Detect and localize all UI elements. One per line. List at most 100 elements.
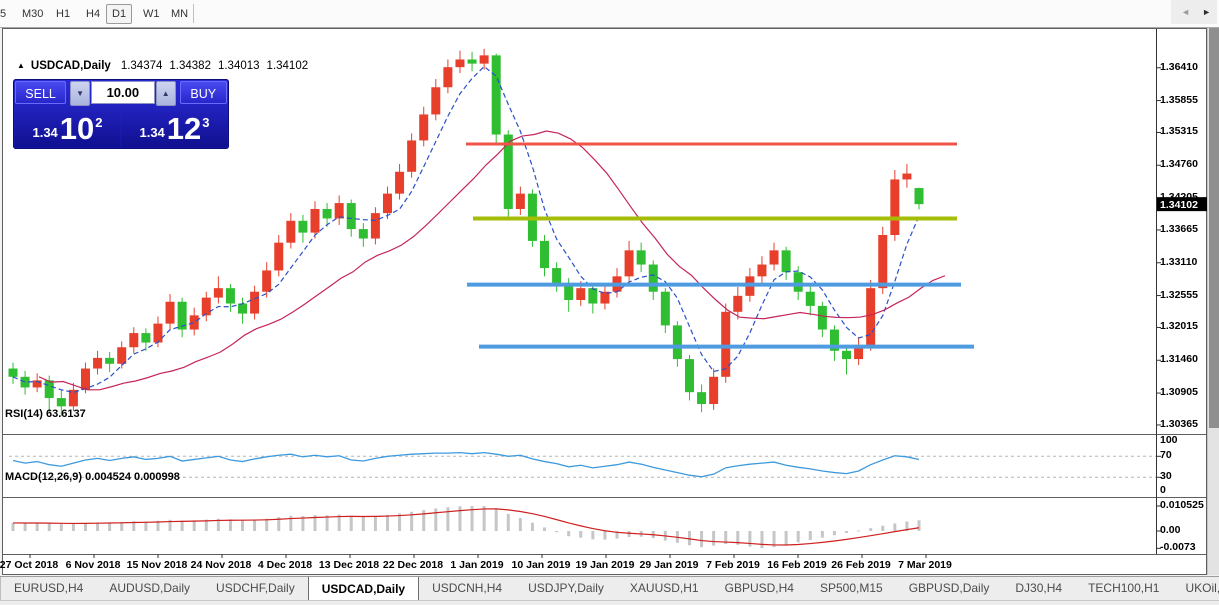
timeframe-button-mn[interactable]: MN — [171, 8, 189, 20]
candle-body — [672, 325, 682, 360]
candle-body — [105, 357, 115, 364]
macd-histogram-bar — [518, 517, 522, 531]
date-axis-label: 19 Jan 2019 — [575, 559, 635, 571]
candle-body — [878, 234, 888, 289]
candle-body — [781, 250, 791, 273]
date-axis-label: 7 Mar 2019 — [898, 559, 952, 571]
candle-body — [684, 359, 694, 393]
macd-histogram-bar — [144, 521, 148, 531]
chart-canvas[interactable]: 1.34102 — [3, 29, 1208, 576]
chart-tab-gbpusd-h4[interactable]: GBPUSD,H4 — [724, 581, 794, 595]
macd-histogram-bar — [808, 531, 812, 541]
macd-histogram-bar — [289, 515, 293, 531]
chart-tab-audusd-daily[interactable]: AUDUSD,Daily — [109, 581, 191, 595]
candle-body — [709, 376, 719, 404]
candle-body — [189, 315, 199, 330]
candle-body — [588, 288, 598, 304]
candle-body — [395, 171, 405, 194]
chart-tab-dj30-h4[interactable]: DJ30,H4 — [1015, 581, 1063, 595]
chart-tab-xauusd-h1[interactable]: XAUUSD,H1 — [629, 581, 699, 595]
vertical-scrollbar[interactable] — [1207, 28, 1219, 575]
timeframe-button-h1[interactable]: H1 — [56, 8, 71, 20]
chart-tab-usdjpy-daily[interactable]: USDJPY,Daily — [528, 581, 604, 595]
macd-histogram-bar — [760, 531, 764, 549]
price-axis-label: 1.34205 — [1160, 191, 1198, 204]
candle-body — [117, 347, 127, 364]
chart-tab-usdcad-daily[interactable]: USDCAD,Daily — [307, 577, 420, 601]
timeframe-button-h4[interactable]: H4 — [86, 8, 101, 20]
date-axis-label: 13 Dec 2018 — [318, 559, 380, 571]
rsi-line — [12, 451, 920, 478]
chart-tab-gbpusd-daily[interactable]: GBPUSD,Daily — [908, 581, 990, 595]
macd-histogram-bar — [422, 510, 426, 531]
candle-body — [467, 59, 477, 64]
macd-histogram-bar — [385, 514, 389, 531]
macd-histogram-bar — [603, 531, 607, 540]
price-axis-label: 1.35855 — [1160, 93, 1198, 106]
macd-histogram-bar — [277, 517, 281, 531]
volume-decrease-button[interactable]: ▼ — [70, 81, 90, 106]
macd-histogram-bar — [579, 531, 583, 538]
sell-button[interactable]: SELL — [15, 81, 67, 104]
chevron-up-icon: ▲ — [161, 89, 170, 98]
chart-tab-usdchf-daily[interactable]: USDCHF,Daily — [216, 581, 295, 595]
tab-scroll-left-icon[interactable]: ◄ — [1181, 7, 1191, 17]
candle-body — [346, 203, 356, 230]
macd-histogram-bar — [857, 530, 861, 532]
macd-histogram-bar — [796, 531, 800, 543]
volume-input[interactable] — [90, 81, 155, 104]
ohlc-close: 1.34102 — [266, 60, 309, 72]
chart-tab-ukoil-[interactable]: UKOil, — [1185, 581, 1219, 595]
candle-body — [793, 272, 803, 292]
macd-histogram-bar — [265, 518, 269, 531]
volume-increase-button[interactable]: ▲ — [155, 81, 176, 106]
macd-histogram-bar — [772, 531, 776, 548]
macd-histogram-bar — [23, 523, 27, 531]
candle-body — [225, 288, 235, 304]
candle-body — [165, 301, 175, 324]
date-axis-label: 29 Jan 2019 — [639, 559, 699, 571]
price-axis-label: 1.33665 — [1160, 222, 1198, 235]
timeframe-button-d1[interactable]: D1 — [106, 4, 133, 24]
candle-body — [322, 208, 332, 219]
candle-body — [334, 203, 344, 219]
macd-histogram-bar — [83, 523, 87, 531]
chart-tab-sp500-m15[interactable]: SP500,M15 — [819, 581, 883, 595]
timeframe-button-m30[interactable]: M30 — [22, 8, 44, 20]
candle-body — [153, 323, 163, 343]
candle-body — [56, 398, 66, 407]
scrollbar-thumb[interactable] — [1209, 28, 1219, 428]
date-axis-label: 24 Nov 2018 — [190, 559, 252, 571]
chart-tab-tech100-h1[interactable]: TECH100,H1 — [1088, 581, 1160, 595]
candle-body — [8, 368, 18, 377]
sell-price-box[interactable]: 1.34 10 2 — [15, 107, 120, 147]
macd-histogram-bar — [216, 518, 220, 531]
macd-histogram-bar — [591, 531, 595, 540]
rsi-indicator-label: RSI(14) 63.6137 — [5, 408, 86, 420]
macd-histogram-bar — [784, 531, 788, 546]
buy-price-box[interactable]: 1.34 12 3 — [122, 107, 227, 147]
candle-body — [540, 240, 550, 269]
candle-body — [238, 303, 248, 314]
candle-body — [177, 301, 187, 330]
timeframe-button-5[interactable]: 5 — [0, 8, 7, 20]
symbol-triangle-icon: ▲ — [17, 61, 25, 70]
candle-body — [20, 376, 30, 388]
macd-axis-label: -0.0073 — [1160, 541, 1196, 554]
tab-scroll-right-icon[interactable]: ► — [1202, 7, 1211, 17]
macd-histogram-bar — [736, 531, 740, 545]
chart-tab-eurusd-h4[interactable]: EURUSD,H4 — [14, 581, 84, 595]
macd-indicator-label: MACD(12,26,9) 0.004524 0.000998 — [5, 471, 180, 483]
buy-button[interactable]: BUY — [179, 81, 227, 104]
candle-body — [624, 250, 634, 277]
candle-body — [93, 357, 103, 369]
macd-histogram-bar — [832, 531, 836, 536]
chart-tab-usdcnh-h4[interactable]: USDCNH,H4 — [432, 581, 503, 595]
macd-histogram-bar — [71, 523, 75, 531]
candle-body — [842, 350, 852, 360]
timeframe-button-w1[interactable]: W1 — [143, 8, 160, 20]
date-axis-label: 15 Nov 2018 — [126, 559, 188, 571]
rsi-axis-label: 30 — [1160, 470, 1172, 483]
candle-body — [576, 288, 586, 300]
